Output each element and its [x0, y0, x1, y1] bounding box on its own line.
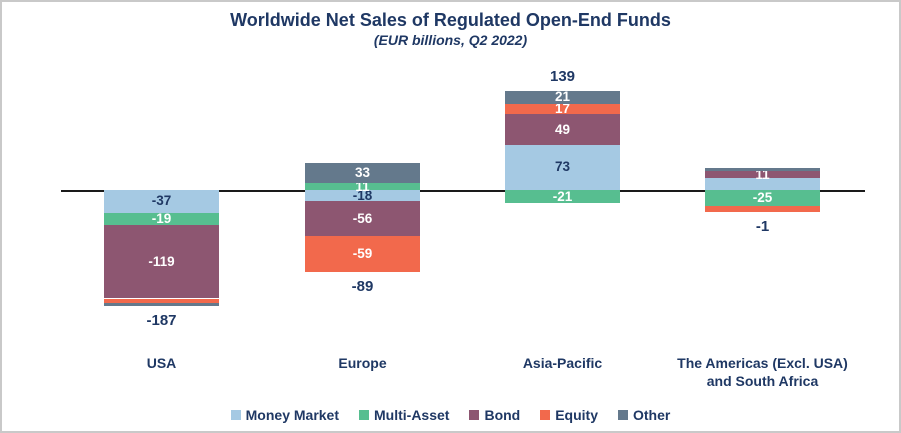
bar-segment-asia-pacific-other — [505, 90, 620, 104]
segment-value-label-asia-pacific-other: 21 — [554, 89, 571, 105]
total-label-the-americas-excl-usa-and-south-africa: -1 — [755, 218, 770, 236]
zero-axis-line — [61, 190, 865, 192]
legend-label-multi-asset: Multi-Asset — [374, 407, 450, 423]
bar-segment-the-americas-excl-usa-and-south-africa-money-market — [705, 178, 820, 190]
legend-swatch-money-market — [230, 410, 241, 420]
segment-value-label-asia-pacific-money-market: 73 — [554, 159, 571, 175]
bar-segment-europe-other — [305, 162, 420, 184]
legend-swatch-other — [618, 410, 628, 420]
legend-swatch-bond — [469, 410, 480, 420]
segment-value-label-usa-multi-asset: -19 — [151, 210, 172, 226]
segment-value-label-usa-money-market: -37 — [151, 193, 172, 209]
bar-segment-europe-equity — [305, 235, 420, 273]
bar-segment-usa-multi-asset — [104, 212, 219, 225]
chart-title: Worldwide Net Sales of Regulated Open-En… — [230, 10, 671, 30]
bar-segment-usa-money-market — [104, 190, 219, 213]
total-label-asia-pacific: 139 — [549, 67, 576, 85]
bar-segment-europe-multi-asset — [305, 183, 420, 190]
legend-item-money-market: Money Market — [230, 407, 339, 423]
legend-label-equity: Equity — [555, 407, 598, 423]
segment-value-label-europe-bond: -56 — [352, 210, 373, 226]
bar-segment-usa-equity — [104, 298, 219, 304]
bar-segment-the-americas-excl-usa-and-south-africa-equity — [705, 205, 820, 213]
legend-item-bond: Bond — [469, 407, 520, 423]
bar-segment-usa-bond — [104, 224, 219, 299]
segment-value-label-asia-pacific-bond: 49 — [554, 121, 571, 137]
category-label-europe: Europe — [338, 355, 387, 371]
category-label-usa: USA — [146, 355, 177, 371]
segment-value-label-usa-bond: -119 — [148, 253, 175, 269]
legend-item-other: Other — [618, 407, 670, 423]
legend: Money Market Multi-Asset Bond Equity Other — [2, 407, 899, 423]
legend-item-multi-asset: Multi-Asset — [359, 407, 449, 423]
category-label-asia-pacific: Asia-Pacific — [522, 355, 603, 371]
bar-segment-the-americas-excl-usa-and-south-africa-multi-asset — [705, 190, 820, 206]
segment-value-label-europe-other: 33 — [354, 164, 371, 180]
bar-segment-asia-pacific-money-market — [505, 144, 620, 190]
bar-segment-europe-money-market — [305, 190, 420, 202]
legend-label-other: Other — [633, 407, 671, 423]
legend-swatch-equity — [540, 410, 551, 420]
bar-segment-asia-pacific-bond — [505, 114, 620, 145]
bar-segment-europe-bond — [305, 201, 420, 236]
category-label-the-americas-excl-usa-and-south-africa: The Americas (Excl. USA) and South Afric… — [677, 355, 848, 389]
segment-value-label-the-americas-excl-usa-and-south-africa-multi-asset: -25 — [752, 189, 773, 205]
bar-segment-the-americas-excl-usa-and-south-africa-other — [705, 168, 820, 172]
segment-value-label-asia-pacific-multi-asset: -21 — [552, 188, 573, 204]
segment-value-label-asia-pacific-equity: 17 — [554, 101, 571, 117]
bar-segment-the-americas-excl-usa-and-south-africa-bond — [705, 171, 820, 179]
legend-item-equity: Equity — [540, 407, 598, 423]
bar-segment-asia-pacific-equity — [505, 103, 620, 115]
segment-value-label-europe-equity: -59 — [352, 246, 373, 262]
legend-label-bond: Bond — [484, 407, 521, 423]
bar-segment-usa-other — [104, 303, 219, 306]
total-label-europe: -89 — [351, 278, 374, 296]
segment-value-label-europe-money-market: -18 — [352, 187, 373, 203]
legend-swatch-multi-asset — [359, 410, 369, 420]
chart-subtitle: (EUR billions, Q2 2022) — [373, 32, 528, 48]
bar-segment-asia-pacific-multi-asset — [505, 190, 620, 204]
total-label-usa: -187 — [146, 311, 177, 329]
legend-label-money-market: Money Market — [245, 407, 339, 423]
